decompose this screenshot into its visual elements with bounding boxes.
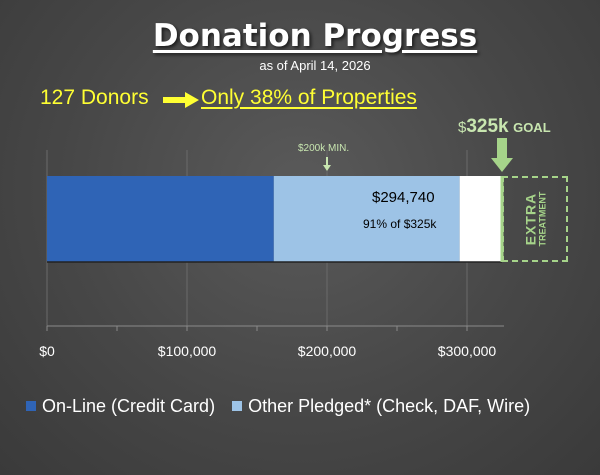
stacked-bar bbox=[47, 176, 502, 263]
bar-segment-online bbox=[47, 176, 274, 262]
chart-legend: On-Line (Credit Card) Other Pledged* (Ch… bbox=[26, 395, 542, 417]
legend-swatch-other bbox=[232, 401, 243, 411]
goal-arrow-head-icon bbox=[491, 158, 513, 172]
bar-percent-label: 91% of $325k bbox=[363, 217, 437, 231]
legend-item-online: On-Line (Credit Card) bbox=[26, 396, 215, 417]
bar-total-label: $294,740 bbox=[372, 189, 435, 206]
bar-segment-other bbox=[273, 176, 460, 262]
x-tick-label: $300,000 bbox=[438, 343, 497, 359]
goal-label: $325k GOAL bbox=[458, 116, 551, 138]
legend-label-other: Other Pledged* (Check, DAF, Wire) bbox=[248, 395, 531, 416]
legend-label-online: On-Line (Credit Card) bbox=[42, 395, 216, 416]
extra-treatment-box bbox=[502, 176, 568, 262]
goal-arrow-icon bbox=[497, 138, 507, 158]
min-arrow-head-icon bbox=[323, 165, 331, 171]
minimum-label: $200k MIN. bbox=[298, 143, 350, 154]
treatment-word: TREATMENT bbox=[536, 191, 547, 247]
x-tick-label: $100,000 bbox=[158, 343, 217, 359]
donors-count: 127 Donors bbox=[40, 86, 149, 109]
x-tick-label: $200,000 bbox=[298, 343, 357, 359]
page-title: Donation Progress bbox=[152, 18, 478, 54]
extra-word: EXTRA bbox=[521, 192, 538, 246]
extra-treatment-label: EXTRA TREATMENT bbox=[500, 176, 570, 262]
properties-percent: Only 38% of Properties bbox=[201, 86, 417, 109]
goal-amount: 325k bbox=[466, 116, 509, 137]
x-tick-label: $0 bbox=[39, 343, 55, 359]
arrow-right-icon bbox=[163, 92, 199, 108]
goal-dollar-sign: $ bbox=[458, 119, 467, 136]
x-axis: $0 $100,000 $200,000 $300,000 bbox=[39, 325, 504, 359]
legend-item-other: Other Pledged* (Check, DAF, Wire) bbox=[232, 396, 530, 417]
page-subtitle: as of April 14, 2026 bbox=[259, 58, 371, 73]
goal-word: GOAL bbox=[513, 120, 551, 135]
bar-segment-remaining bbox=[459, 176, 502, 262]
legend-swatch-online bbox=[26, 401, 36, 411]
